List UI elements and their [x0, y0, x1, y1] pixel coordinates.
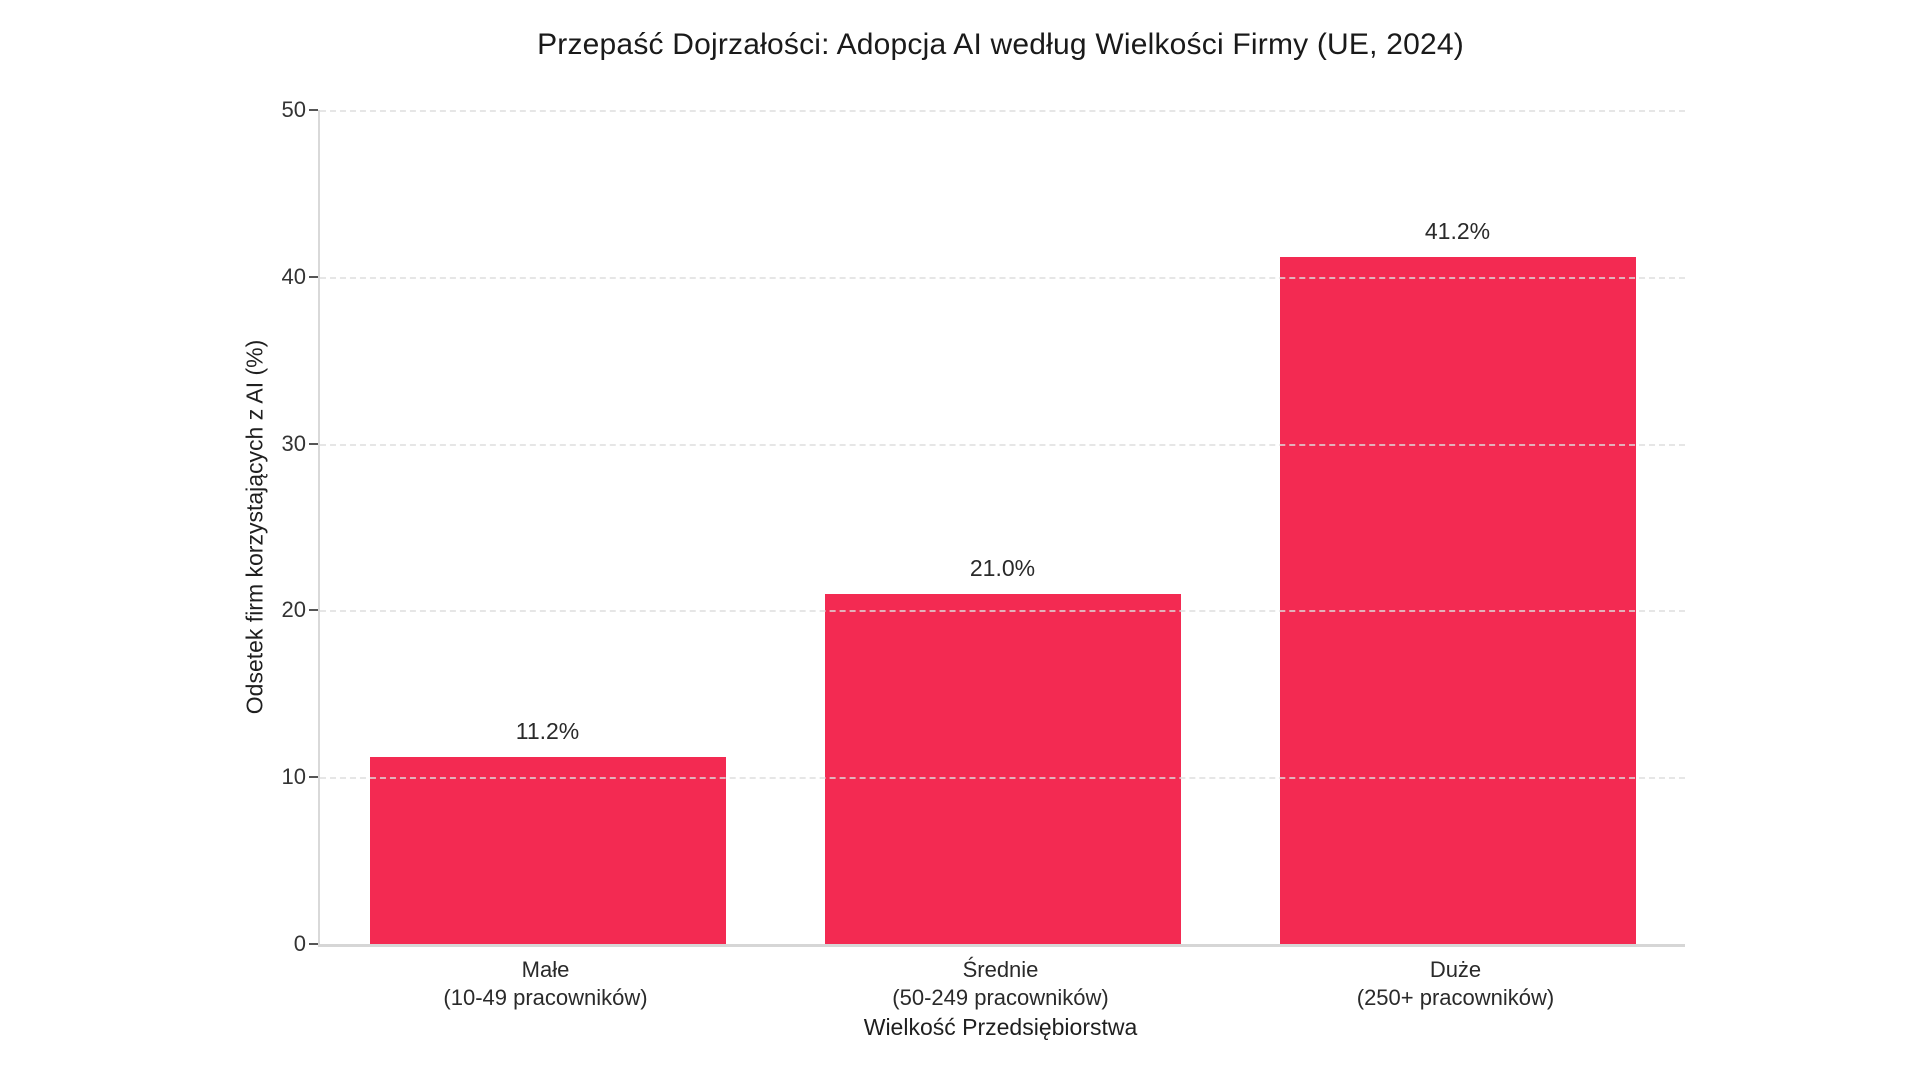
- bar-1: [370, 757, 726, 944]
- plot-area: 11.2% 21.0% 41.2%: [318, 110, 1685, 947]
- y-tick-label: 40: [281, 263, 306, 289]
- bar-2: [825, 594, 1181, 944]
- y-tick-label: 30: [281, 430, 306, 456]
- x-category-name: Małe: [521, 957, 570, 982]
- x-category-label: Małe (10-49 pracowników): [318, 956, 773, 1012]
- y-tick-label: 0: [293, 931, 306, 956]
- y-tick-mark: [309, 776, 318, 779]
- y-tick-label: 10: [281, 764, 306, 790]
- x-axis-title: Wielkość Przedsiębiorstwa: [863, 1014, 1138, 1040]
- y-tick-mark: [309, 442, 318, 445]
- y-tick-label: 20: [281, 597, 306, 623]
- chart-title: Przepaść Dojrzałości: Adopcja AI według …: [537, 28, 1464, 61]
- x-category-detail: (50-249 pracowników): [892, 985, 1109, 1010]
- x-category-detail: (250+ pracowników): [1356, 985, 1555, 1010]
- x-category-detail: (10-49 pracowników): [443, 985, 648, 1010]
- y-tick-mark: [309, 609, 318, 612]
- y-tick-mark: [309, 275, 318, 278]
- x-category-name: Średnie: [962, 957, 1039, 982]
- y-gridline: [320, 110, 1685, 112]
- bar-value-label: 11.2%: [515, 718, 580, 745]
- x-category-name: Duże: [1429, 957, 1482, 982]
- bar-value-label: 41.2%: [1424, 217, 1491, 244]
- y-tick-label: 50: [281, 97, 306, 122]
- y-tick-mark: [309, 109, 318, 111]
- y-axis-title: Odsetek firm korzystających z AI (%): [241, 339, 268, 715]
- bar-value-label: 21.0%: [969, 554, 1036, 581]
- x-category-label: Duże (250+ pracowników): [1228, 956, 1683, 1012]
- bar-3: [1280, 257, 1636, 944]
- x-category-label: Średnie (50-249 pracowników): [773, 956, 1228, 1012]
- y-tick-mark: [309, 943, 318, 945]
